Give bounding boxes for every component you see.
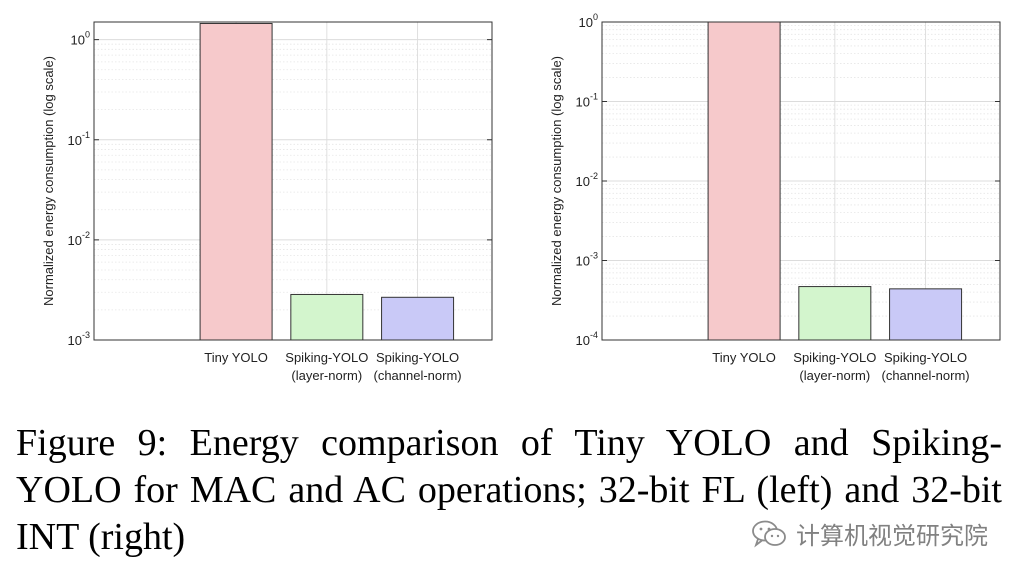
y-tick-base: 10 — [576, 254, 590, 269]
y-axis-label: Normalized energy consumption (log scale… — [549, 56, 564, 306]
y-axis-label: Normalized energy consumption (log scale… — [41, 56, 56, 306]
bar-2 — [798, 286, 872, 341]
x-tick-label: (layer-norm) — [799, 368, 870, 383]
watermark: 计算机视觉研究院 — [750, 516, 988, 551]
bar-3 — [889, 288, 963, 341]
bar-3 — [381, 296, 455, 341]
y-tick-label: 10-3 — [576, 251, 598, 269]
y-tick-exponent: -1 — [82, 130, 90, 140]
y-tick-label: 10-2 — [68, 230, 90, 248]
y-tick-exponent: -3 — [82, 330, 90, 340]
y-tick-base: 10 — [576, 174, 590, 189]
minor-grid — [602, 25, 1000, 317]
y-tick-label: 10-3 — [68, 330, 90, 348]
x-tick-label: Spiking-YOLO — [884, 350, 967, 365]
x-tick-label: Spiking-YOLO — [285, 350, 368, 365]
y-tick-label: 10-2 — [576, 171, 598, 189]
y-tick-base: 10 — [576, 333, 590, 348]
y-tick-base: 10 — [576, 95, 590, 110]
watermark-text: 计算机视觉研究院 — [796, 522, 988, 550]
y-tick-base: 10 — [68, 333, 82, 348]
y-tick-label: 100 — [71, 30, 90, 48]
y-tick-exponent: -1 — [590, 92, 598, 102]
y-tick-exponent: -3 — [590, 251, 598, 261]
x-tick-label: (layer-norm) — [291, 368, 362, 383]
y-tick-label: 10-4 — [576, 330, 598, 348]
bar-1 — [707, 21, 781, 341]
figure-caption: Figure 9: Energy comparison of Tiny YOLO… — [16, 422, 1002, 558]
y-tick-exponent: 0 — [593, 12, 598, 22]
x-tick-label: (channel-norm) — [881, 368, 969, 383]
y-tick-label: 100 — [579, 12, 598, 30]
bar-1 — [199, 22, 273, 341]
minor-grid — [94, 43, 492, 311]
x-tick-label: Tiny YOLO — [204, 350, 268, 365]
y-tick-exponent: -2 — [590, 171, 598, 181]
x-tick-label: (channel-norm) — [373, 368, 461, 383]
y-tick-base: 10 — [68, 233, 82, 248]
y-tick-label: 10-1 — [68, 130, 90, 148]
y-tick-exponent: 0 — [85, 30, 90, 40]
wechat-icon — [752, 520, 786, 547]
y-tick-base: 10 — [71, 33, 85, 48]
y-tick-exponent: -2 — [82, 230, 90, 240]
bar-2 — [290, 293, 364, 341]
axes-box — [93, 21, 493, 341]
x-tick-label: Spiking-YOLO — [793, 350, 876, 365]
y-tick-base: 10 — [68, 133, 82, 148]
x-tick-label: Tiny YOLO — [712, 350, 776, 365]
y-tick-label: 10-1 — [576, 92, 598, 110]
y-tick-exponent: -4 — [590, 330, 598, 340]
y-tick-base: 10 — [579, 15, 593, 30]
x-tick-label: Spiking-YOLO — [376, 350, 459, 365]
